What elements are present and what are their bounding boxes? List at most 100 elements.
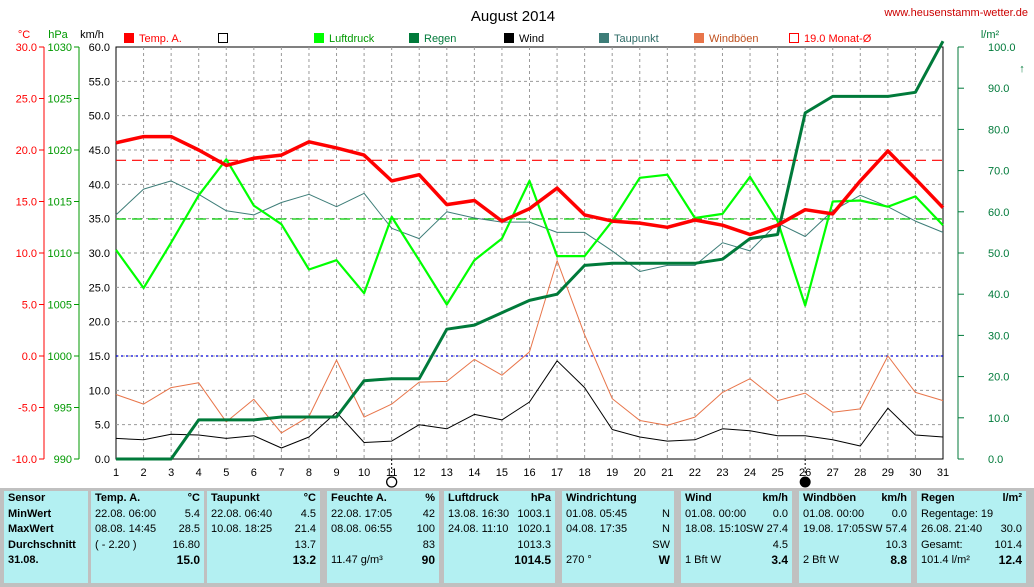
day-tick-label: 25: [771, 467, 783, 479]
table-section-sensor: Sensor MinWert MaxWert Durchschnitt 31.08.: [4, 491, 88, 583]
table-section-temp: Temp. A. °C 22.08. 06:00 5.4 08.08. 14:45 28.…: [91, 491, 204, 583]
day-tick-label: 18: [579, 467, 591, 479]
wind-tick-label: 40.0: [89, 179, 110, 191]
table-section-dew: Taupunkt °C 22.08. 06:40 4.5 10.08. 18:25 21.…: [207, 491, 320, 583]
table-cell-label: 2 Bft W: [803, 554, 840, 566]
table-row: 08.08. 06:55 100: [327, 522, 439, 538]
day-tick-label: 13: [441, 467, 453, 479]
table-cell-value: 1020.1: [517, 523, 551, 535]
weather-chart: August 2014 www.heusenstamm-wetter.de °C hP…: [12, 7, 1028, 488]
table-row: 18.08. 15:10 SW 27.4: [681, 522, 792, 538]
rain-up-arrow: ↑: [1019, 63, 1025, 75]
table-row: Sensor: [4, 491, 88, 507]
table-cell-value: 0.0: [891, 507, 907, 520]
rain-tick-label: 50.0: [988, 248, 1009, 260]
table-row: 13.2: [207, 553, 320, 569]
table-cell-value: 12.4: [998, 553, 1022, 567]
day-tick-label: 29: [882, 467, 894, 479]
table-row: ( - 2.20 ) 16.80: [91, 538, 204, 554]
table-row: 24.08. 11:10 1020.1: [444, 522, 555, 538]
table-cell-label: 22.08. 06:40: [211, 507, 273, 520]
day-tick-label: 19: [606, 467, 618, 479]
press-tick-label: 990: [54, 454, 72, 466]
table-cell-label: 18.08. 15:10: [685, 523, 747, 535]
press-tick-label: 1010: [48, 248, 72, 260]
table-row: Gesamt: 101.4: [917, 538, 1026, 554]
table-cell-value: 10.3: [885, 538, 907, 551]
table-row: 101.4 l/m² 12.4: [917, 553, 1026, 569]
legend-label: 19.0 Monat-Ø: [804, 33, 872, 45]
day-tick-label: 7: [278, 467, 284, 479]
table-cell-value: 42: [422, 507, 435, 520]
table-cell-label: Feuchte A.: [331, 492, 387, 504]
table-row: Taupunkt °C: [207, 491, 320, 507]
table-row: 1 Bft W 3.4: [681, 553, 792, 569]
table-cell-label: Wind: [685, 492, 712, 504]
table-cell-label: 08.08. 14:45: [95, 523, 157, 535]
table-row: 19.08. 17:05 SW 57.4: [799, 522, 911, 538]
table-cell-label: Windböen: [803, 492, 857, 504]
table-row: Regen l/m²: [917, 491, 1026, 507]
table-row: 15.0: [91, 553, 204, 569]
wind-tick-label: 45.0: [89, 145, 110, 157]
table-cell-label: 04.08. 17:35: [566, 523, 628, 535]
table-cell-value: 4.5: [300, 507, 316, 520]
press-tick-label: 1000: [48, 351, 72, 363]
legend-swatch: [218, 33, 228, 43]
table-cell-value: N: [662, 507, 670, 520]
temp-tick-label: 0.0: [22, 351, 37, 363]
table-cell-value: 16.80: [172, 538, 200, 551]
table-cell-label: 270 °: [566, 554, 592, 566]
table-cell-value: 13.7: [294, 538, 316, 551]
rain-tick-label: 90.0: [988, 83, 1009, 95]
table-cell-label: ( - 2.20 ): [95, 538, 137, 551]
moon-marker-open: [386, 476, 398, 488]
wind-tick-label: 5.0: [95, 420, 110, 432]
table-cell-label: 10.08. 18:25: [211, 523, 273, 535]
rain-tick-label: 0.0: [988, 454, 1003, 466]
moon-marker-filled: [799, 476, 811, 488]
day-tick-label: 31: [937, 467, 949, 479]
table-cell-value: N: [662, 523, 670, 535]
table-cell-label: Regen: [921, 492, 955, 504]
legend-swatch: [504, 33, 514, 43]
temp-tick-label: -5.0: [18, 403, 37, 415]
table-section-hum: Feuchte A.% 22.08. 17:05 42 08.08. 06:55 100…: [327, 491, 439, 583]
table-section-gust: Windböen km/h 01.08. 00:00 0.0 19.08. 17:05 S…: [799, 491, 911, 583]
table-section-press: Luftdruck hPa 13.08. 16:30 1003.1 24.08. 11:…: [444, 491, 555, 583]
table-row: 31.08.: [4, 553, 88, 569]
table-cell-value: 100: [416, 523, 435, 535]
legend-swatch: [599, 33, 609, 43]
day-tick-label: 6: [251, 467, 257, 479]
day-tick-label: 28: [854, 467, 866, 479]
table-row: Feuchte A.%: [327, 491, 439, 507]
table-cell-value: SW: [652, 538, 670, 551]
table-row: 13.08. 16:30 1003.1: [444, 507, 555, 523]
wind-tick-label: 35.0: [89, 214, 110, 226]
table-cell-label: 13.08. 16:30: [448, 507, 510, 520]
table-row: 270 ° W: [562, 553, 674, 569]
table-cell-label: 31.08.: [8, 554, 39, 566]
series-line-luftdruck: [115, 158, 944, 307]
day-tick-label: 24: [744, 467, 756, 479]
table-cell-value: 4.5: [772, 538, 788, 551]
table-cell-value: 21.4: [294, 523, 316, 535]
table-row: 22.08. 17:05 42: [327, 507, 439, 523]
day-tick-label: 5: [223, 467, 229, 479]
rain-tick-label: 40.0: [988, 289, 1009, 301]
table-cell-value: 101.4: [994, 538, 1022, 551]
press-tick-label: 1005: [48, 300, 72, 312]
table-row: 22.08. 06:40 4.5: [207, 507, 320, 523]
press-axis-unit: hPa: [48, 29, 68, 41]
table-cell-label: Regentage: 19: [921, 507, 994, 520]
day-tick-label: 21: [661, 467, 673, 479]
table-cell-label: Temp. A.: [95, 492, 141, 504]
temp-axis-unit: °C: [18, 29, 30, 41]
legend-label: Temp. A.: [139, 33, 182, 45]
temp-tick-label: 25.0: [16, 94, 37, 106]
wind-tick-label: 50.0: [89, 111, 110, 123]
day-tick-label: 14: [468, 467, 480, 479]
series-line-wind: [115, 360, 944, 449]
table-cell-value: 5.4: [184, 507, 200, 520]
wind-tick-label: 0.0: [95, 454, 110, 466]
